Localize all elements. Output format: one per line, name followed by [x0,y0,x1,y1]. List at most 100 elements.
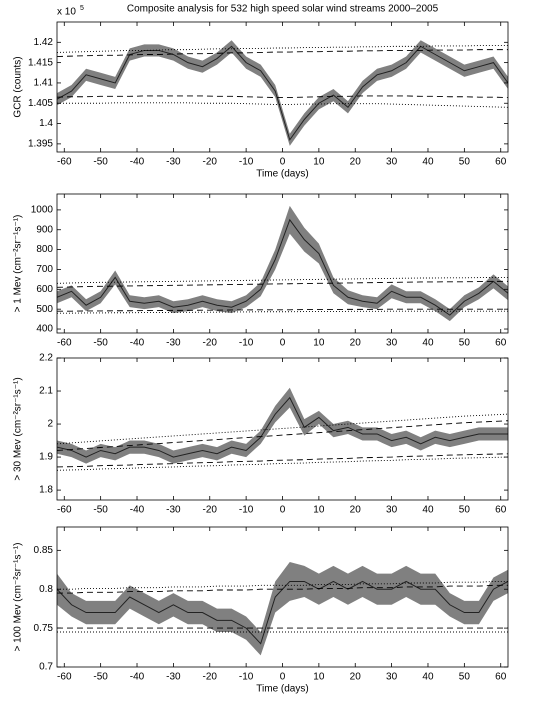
chart-title: Composite analysis for 532 high speed so… [127,4,439,15]
x-tick-label: -50 [93,672,108,683]
series-line [57,102,508,108]
plot-area [57,205,508,322]
x-tick-label: 40 [422,338,434,349]
y-tick-label: 1000 [31,205,54,216]
x-tick-label: -60 [57,505,72,516]
x-tick-label: 50 [459,672,471,683]
x-tick-label: 60 [495,672,507,683]
x-tick-label: -10 [239,338,254,349]
x-tick-label: 0 [280,505,286,516]
x-tick-label: 20 [350,672,362,683]
y-tick-label: 0.85 [34,545,54,556]
series-line [57,310,508,314]
x-tick-label: 20 [350,505,362,516]
y-tick-label: 2 [47,419,53,430]
y-tick-label: 0.8 [39,584,53,595]
panel: -60 -50 -40 -30 -20 -10 0 10 20 30 40 50 601.3951.41… [13,4,509,180]
x-tick-label: -40 [130,672,145,683]
x-axis-label: Time (days) [256,169,308,180]
x-tick-label: 50 [459,338,471,349]
x-axis-label: Time (days) [256,684,308,695]
series-line [57,413,508,445]
y-tick-label: 1.42 [34,37,54,48]
y-tick-label: 600 [36,284,53,295]
error-band [57,562,508,656]
y-tick-label: 1.405 [28,98,53,109]
series-line [57,218,508,316]
plot-area [57,40,508,146]
y-multiplier: x 10 [57,7,76,18]
y-tick-label: 1.395 [28,139,53,150]
x-tick-label: -50 [93,338,108,349]
x-tick-label: 40 [422,672,434,683]
y-tick-label: 2.1 [39,386,53,397]
x-tick-label: -20 [203,672,218,683]
x-tick-label: 30 [386,505,398,516]
x-tick-label: -40 [130,157,145,168]
y-tick-label: 0.7 [39,662,53,673]
x-tick-label: -10 [239,505,254,516]
y-axis-label: > 1 Mev (cm⁻²sr⁻¹s⁻¹) [13,215,24,313]
x-tick-label: 60 [495,338,507,349]
axes-box [56,21,509,153]
series-line [57,420,508,451]
error-band [57,40,508,146]
x-tick-label: 10 [313,505,325,516]
series-line [57,584,508,594]
x-tick-label: -30 [166,672,181,683]
y-axis-label: > 30 Mev (cm⁻²sr⁻¹s⁻¹) [13,377,24,480]
x-tick-label: -20 [203,157,218,168]
y-tick-label: 1.415 [28,57,53,68]
series-line [57,453,508,468]
y-tick-label: 500 [36,304,53,315]
x-tick-label: -60 [57,672,72,683]
x-tick-label: 50 [459,505,471,516]
x-tick-label: -60 [57,338,72,349]
y-multiplier-exponent: 5 [80,5,84,12]
x-tick-label: 30 [386,672,398,683]
plot-area [57,562,508,656]
panel: -60 -50 -40 -30 -20 -10 0 10 20 30 40 50 60 400 500 600… [13,193,509,349]
y-axis-label: GCR (counts) [13,56,24,117]
x-tick-label: -60 [57,157,72,168]
x-tick-label: 30 [386,157,398,168]
x-tick-label: 0 [280,157,286,168]
x-tick-label: 20 [350,157,362,168]
series-line [57,276,508,284]
series-line [57,580,508,590]
y-tick-label: 2.2 [39,353,53,364]
x-tick-label: -30 [166,338,181,349]
y-tick-label: 800 [36,244,53,255]
x-tick-label: -30 [166,157,181,168]
series-line [57,49,508,57]
series-line [57,45,508,53]
series-line [57,280,508,288]
x-tick-label: -20 [203,505,218,516]
y-tick-label: 1.9 [39,452,53,463]
y-tick-label: 1.8 [39,485,53,496]
series-line [57,95,508,99]
plot-area [57,387,508,471]
x-tick-label: -50 [93,157,108,168]
panel: -60 -50 -40 -30 -20 -10 0 10 20 30 40 50 60 1.8 1.9 2 2.… [13,353,509,516]
series-line [57,45,508,141]
x-tick-label: 0 [280,338,286,349]
x-tick-label: -10 [239,157,254,168]
x-tick-label: -10 [239,672,254,683]
x-tick-label: 60 [495,505,507,516]
x-tick-label: -40 [130,338,145,349]
x-tick-label: 10 [313,338,325,349]
x-tick-label: 40 [422,505,434,516]
x-tick-label: -20 [203,338,218,349]
x-tick-label: -30 [166,505,181,516]
x-tick-label: 40 [422,157,434,168]
x-tick-label: 60 [495,157,507,168]
x-tick-label: 30 [386,338,398,349]
y-tick-label: 900 [36,224,53,235]
y-tick-label: 700 [36,264,53,275]
error-band [57,205,508,322]
y-tick-label: 400 [36,324,53,335]
x-tick-label: 10 [313,672,325,683]
series-line [57,308,508,312]
